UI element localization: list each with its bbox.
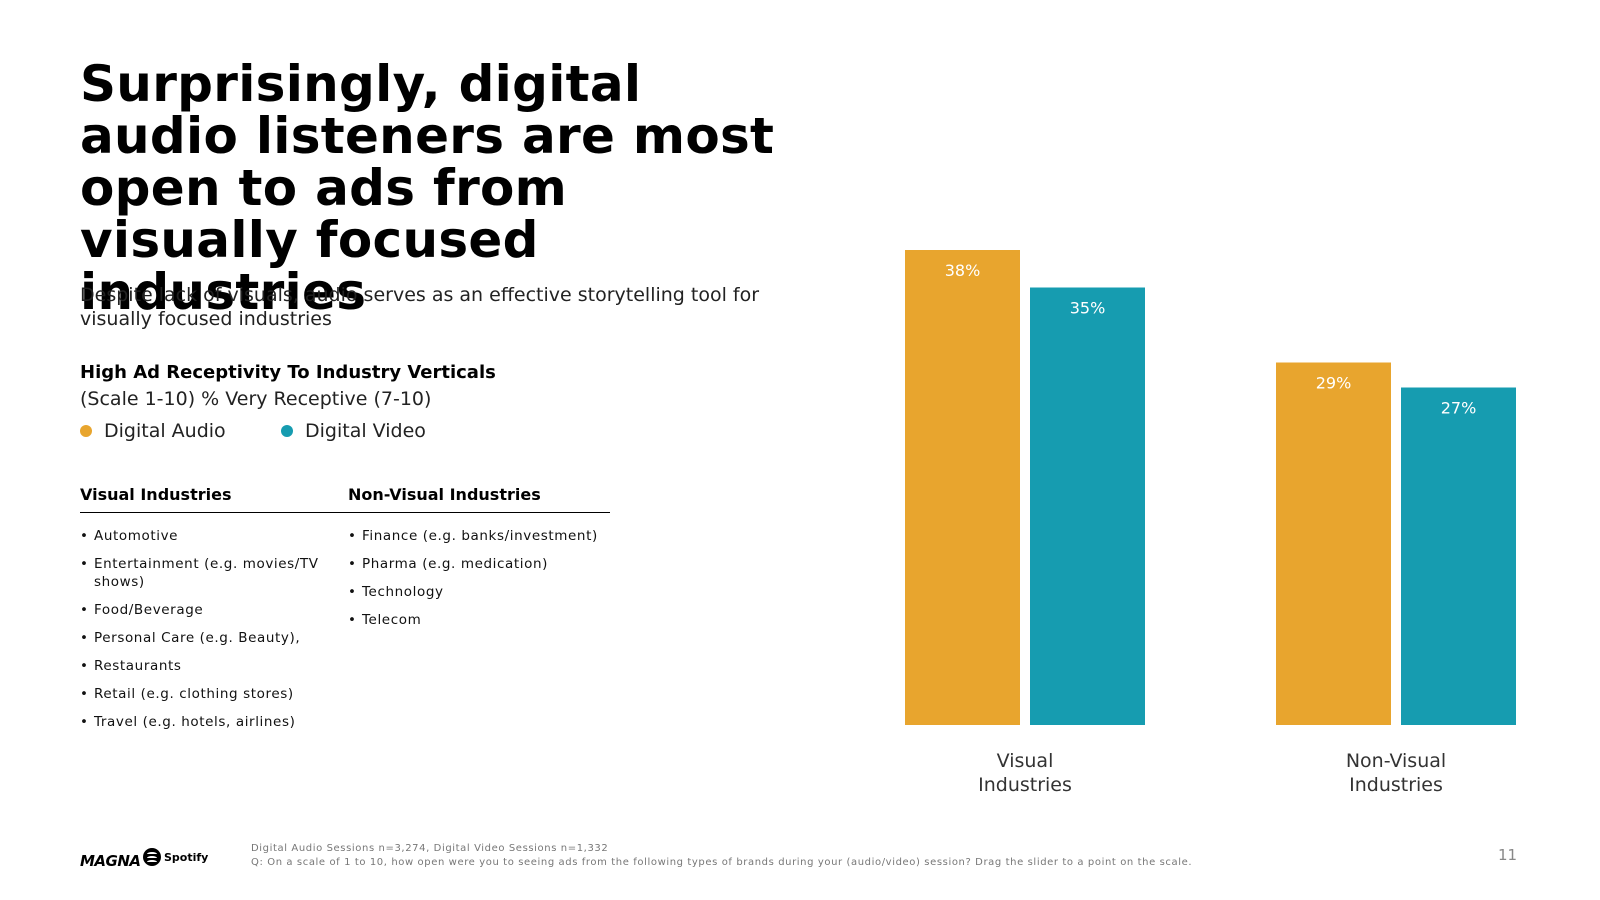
nonvisual-industries-header: Non-Visual Industries [348, 485, 541, 504]
category-label: Non-Visual [1346, 750, 1446, 772]
divider [80, 512, 610, 513]
list-item: Automotive [80, 527, 320, 545]
list-item: Food/Beverage [80, 601, 320, 619]
list-item: Technology [348, 583, 618, 601]
spotify-logo: Spotify [143, 848, 208, 866]
bar-value-label: 29% [1316, 374, 1352, 393]
page-title: Surprisingly, digital audio listeners ar… [80, 55, 775, 321]
bar-digital-audio-0 [905, 250, 1020, 725]
nonvisual-industries-list: Finance (e.g. banks/investment) Pharma (… [348, 527, 618, 639]
page-number: 11 [1498, 846, 1518, 864]
bar-digital-audio-1 [1276, 362, 1391, 725]
category-label: Industries [1349, 774, 1443, 796]
list-item: Retail (e.g. clothing stores) [80, 685, 320, 703]
list-item: Entertainment (e.g. movies/TV shows) [80, 555, 320, 591]
footnote-sample: Digital Audio Sessions n=3,274, Digital … [251, 843, 609, 854]
page-subtitle: Despite lack of visuals, audio serves as… [80, 284, 760, 330]
list-item: Personal Care (e.g. Beauty), [80, 629, 320, 647]
bar-value-label: 27% [1441, 399, 1477, 418]
category-label: Visual [997, 750, 1054, 772]
legend-item-digital-video: Digital Video [281, 420, 426, 442]
bar-value-label: 38% [945, 261, 981, 280]
visual-industries-header: Visual Industries [80, 485, 232, 504]
legend-dot-icon [80, 425, 92, 437]
spotify-logo-text: Spotify [164, 850, 209, 864]
list-item: Finance (e.g. banks/investment) [348, 527, 618, 545]
visual-industries-list: Automotive Entertainment (e.g. movies/TV… [80, 527, 320, 741]
bar-digital-video-0 [1030, 287, 1145, 725]
footnote-question: Q: On a scale of 1 to 10, how open were … [251, 857, 1193, 868]
category-label: Industries [978, 774, 1072, 796]
list-item: Restaurants [80, 657, 320, 675]
bar-digital-video-1 [1401, 387, 1516, 725]
list-item: Pharma (e.g. medication) [348, 555, 618, 573]
section-title: High Ad Receptivity To Industry Vertical… [80, 362, 496, 383]
magna-logo: MAGNA [80, 852, 141, 870]
list-item: Travel (e.g. hotels, airlines) [80, 713, 320, 731]
section-scale: (Scale 1-10) % Very Receptive (7-10) [80, 388, 432, 410]
legend-label: Digital Video [305, 420, 426, 442]
footnote: Digital Audio Sessions n=3,274, Digital … [251, 842, 1192, 870]
list-item: Telecom [348, 611, 618, 629]
spotify-icon [143, 848, 161, 866]
legend-label: Digital Audio [104, 420, 226, 442]
legend-dot-icon [281, 425, 293, 437]
bar-value-label: 35% [1070, 299, 1106, 318]
legend-item-digital-audio: Digital Audio [80, 420, 226, 442]
